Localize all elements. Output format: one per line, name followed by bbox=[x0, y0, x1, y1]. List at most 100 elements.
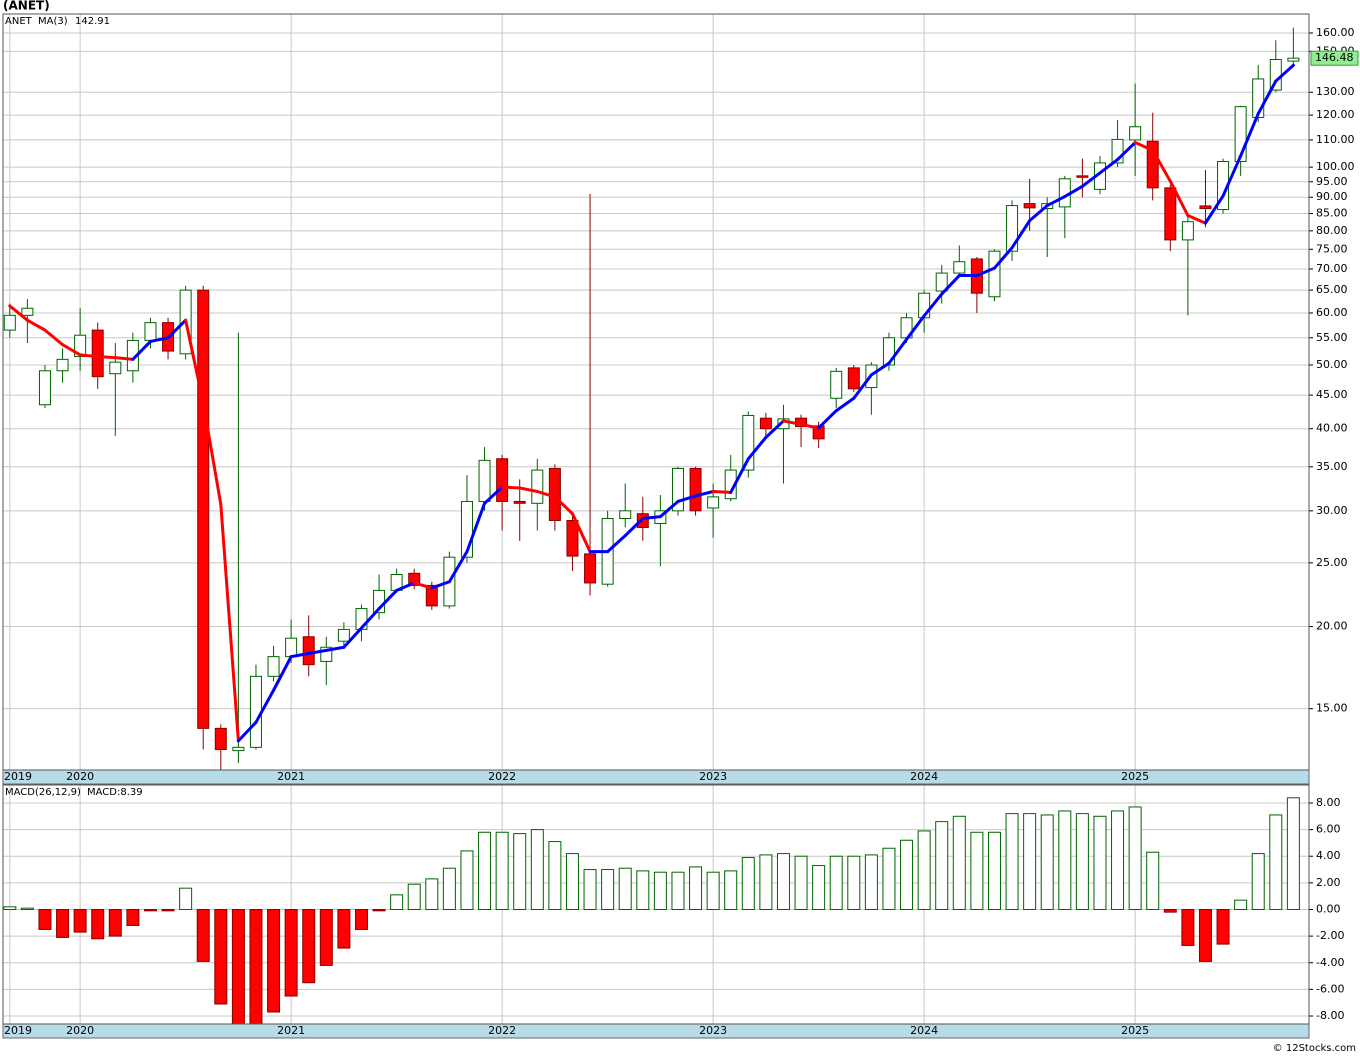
bar bbox=[636, 870, 650, 910]
ma-line bbox=[96, 355, 117, 360]
y-tick-label: 2.00 bbox=[1316, 876, 1341, 889]
y-tick-label: 85.00 bbox=[1316, 207, 1348, 220]
candle-body bbox=[1146, 140, 1159, 189]
ma-line bbox=[887, 337, 909, 365]
candle-body bbox=[935, 272, 948, 292]
candle-body bbox=[1076, 175, 1089, 178]
bar bbox=[530, 829, 544, 910]
x-tick-label: 2019 bbox=[4, 1024, 32, 1037]
candle-body bbox=[531, 469, 544, 504]
candle-body bbox=[3, 314, 16, 331]
bar bbox=[671, 871, 685, 910]
x-tick-label: 2022 bbox=[488, 1024, 516, 1037]
x-tick-label: 2021 bbox=[277, 1024, 305, 1037]
ma-line bbox=[905, 314, 926, 341]
bar bbox=[653, 871, 667, 910]
ma-line bbox=[166, 318, 188, 340]
ma-line bbox=[201, 401, 223, 506]
ma-line bbox=[606, 534, 627, 554]
candle-body bbox=[249, 675, 262, 748]
ma-line bbox=[553, 495, 574, 516]
bar bbox=[1198, 908, 1212, 962]
x-tick-label: 2024 bbox=[910, 1024, 938, 1037]
candle-body bbox=[56, 358, 69, 372]
bar bbox=[143, 908, 157, 912]
bar bbox=[267, 908, 281, 1013]
candle-body bbox=[1006, 205, 1019, 252]
bar bbox=[231, 908, 245, 1025]
bar bbox=[935, 821, 949, 910]
candle-body bbox=[1129, 126, 1142, 141]
ma-line bbox=[236, 720, 258, 743]
bar bbox=[759, 854, 773, 910]
ma-line bbox=[78, 353, 100, 359]
last-price-label: 146.48 bbox=[1315, 51, 1354, 64]
candle-body bbox=[460, 500, 473, 558]
y-tick-label: 15.00 bbox=[1316, 702, 1348, 715]
ma-line bbox=[377, 588, 399, 611]
candle-body bbox=[320, 646, 333, 662]
ma-line bbox=[8, 304, 29, 322]
ma-line bbox=[61, 343, 82, 357]
bar bbox=[407, 883, 421, 910]
ma-line bbox=[289, 651, 311, 659]
x-tick-label: 2022 bbox=[488, 770, 516, 783]
ma-line bbox=[430, 580, 451, 590]
candle-body bbox=[91, 329, 104, 378]
y-tick-label: 65.00 bbox=[1316, 283, 1348, 296]
candle-body bbox=[496, 458, 509, 502]
legend-label: MACD(26,12,9) bbox=[5, 787, 81, 798]
bar bbox=[741, 857, 755, 910]
candle-body bbox=[197, 289, 210, 729]
y-tick-label: 95.00 bbox=[1316, 175, 1348, 188]
candle-body bbox=[671, 467, 684, 512]
ma-line bbox=[342, 626, 363, 649]
ma-line bbox=[711, 490, 733, 494]
x-tick-label: 2020 bbox=[66, 770, 94, 783]
x-tick-label: 2019 bbox=[4, 770, 32, 783]
ma-line bbox=[992, 246, 1014, 270]
y-tick-label: 40.00 bbox=[1316, 422, 1348, 435]
bar bbox=[724, 870, 738, 910]
y-tick-label: 100.00 bbox=[1316, 160, 1355, 173]
x-tick-label: 2024 bbox=[910, 770, 938, 783]
last-price-box bbox=[1310, 50, 1359, 66]
ma-line bbox=[1151, 148, 1172, 183]
bar bbox=[583, 869, 597, 910]
candle-body bbox=[109, 361, 122, 375]
ma-line bbox=[1063, 184, 1084, 199]
legend-name: MACD: bbox=[87, 787, 120, 798]
legend-value: 142.91 bbox=[75, 16, 110, 27]
bar bbox=[776, 853, 790, 910]
y-tick-label: 70.00 bbox=[1316, 262, 1348, 275]
bar bbox=[1005, 813, 1019, 910]
legend-label: ANET bbox=[5, 16, 33, 27]
ma-line bbox=[1080, 171, 1102, 188]
y-tick-label: 4.00 bbox=[1316, 849, 1341, 862]
bar bbox=[91, 908, 105, 940]
y-tick-label: 75.00 bbox=[1316, 242, 1348, 255]
bar bbox=[829, 855, 843, 910]
y-tick-label: -4.00 bbox=[1316, 956, 1344, 969]
ma-line bbox=[1203, 194, 1225, 225]
candle-body bbox=[478, 459, 491, 502]
y-tick-label: 110.00 bbox=[1316, 133, 1355, 146]
bar bbox=[372, 908, 386, 912]
bar bbox=[987, 831, 1001, 910]
candle-body bbox=[830, 370, 843, 399]
ma-line bbox=[272, 655, 293, 692]
bar bbox=[1251, 853, 1265, 910]
ma-line bbox=[940, 274, 961, 296]
candle-body bbox=[566, 519, 579, 557]
ma-line bbox=[852, 373, 873, 400]
y-tick-label: 20.00 bbox=[1316, 620, 1348, 633]
bar bbox=[618, 867, 632, 910]
x-tick-label: 2023 bbox=[699, 1024, 727, 1037]
bar bbox=[601, 869, 615, 910]
bar bbox=[565, 853, 579, 910]
bar bbox=[179, 887, 193, 910]
candle-body bbox=[302, 636, 315, 666]
candle-body bbox=[21, 307, 34, 316]
ma-line bbox=[324, 645, 346, 652]
ma-line bbox=[746, 435, 768, 461]
